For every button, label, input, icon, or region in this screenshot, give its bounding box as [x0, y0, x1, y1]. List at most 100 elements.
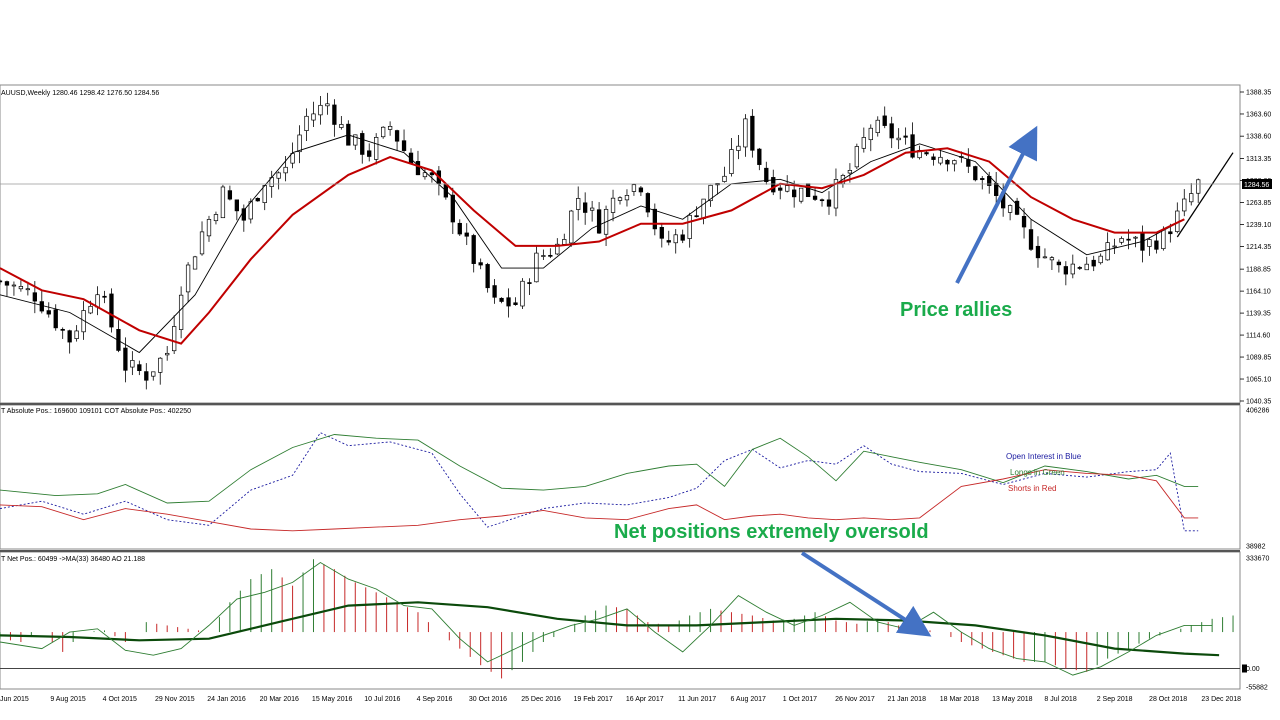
price-y-tick-label: 1065.10 — [1246, 377, 1271, 384]
candle-body — [1147, 239, 1152, 247]
x-tick-label: 1 Oct 2017 — [783, 696, 817, 703]
candle-body — [297, 134, 302, 153]
candle-body — [74, 330, 79, 339]
price-y-tick-label: 1338.60 — [1246, 134, 1271, 141]
candle-body — [1028, 229, 1034, 250]
candle-body — [401, 140, 407, 151]
candle-body — [764, 167, 769, 183]
candle-body — [234, 199, 240, 212]
candle-body — [172, 326, 177, 352]
candle-body — [1196, 179, 1201, 194]
x-tick-label: Jun 2015 — [0, 696, 29, 703]
candle-body — [534, 252, 539, 283]
candle-body — [332, 104, 337, 125]
candle-body — [624, 195, 630, 201]
candle-body — [812, 195, 818, 200]
candle-body — [387, 125, 393, 130]
candle-body — [1063, 266, 1068, 275]
candle-body — [952, 160, 957, 165]
candle-body — [1056, 261, 1062, 266]
candle-body — [429, 172, 435, 176]
x-tick-label: 25 Dec 2016 — [521, 696, 561, 703]
candle-body — [868, 127, 873, 141]
candle-body — [367, 150, 372, 157]
candle-body — [199, 231, 205, 255]
x-tick-label: 13 May 2018 — [992, 696, 1033, 703]
candle-body — [1168, 231, 1173, 235]
cot-net-lines — [0, 561, 1220, 676]
candle-body — [67, 330, 72, 343]
candle-body — [548, 254, 553, 257]
x-tick-label: 21 Jan 2018 — [887, 696, 926, 703]
candle-body — [1098, 255, 1103, 264]
candle-body — [318, 104, 323, 116]
candle-body — [1091, 259, 1096, 267]
candle-body — [241, 208, 246, 221]
candle-body — [192, 256, 198, 270]
candle-body — [673, 234, 678, 244]
candle-body — [708, 184, 713, 202]
x-tick-label: 23 Dec 2018 — [1201, 696, 1241, 703]
candle-body — [102, 295, 107, 298]
candle-body — [450, 194, 455, 223]
candle-body — [60, 328, 65, 331]
x-tick-label: 9 Aug 2015 — [50, 696, 86, 703]
candle-body — [973, 166, 978, 181]
candle-body — [457, 222, 462, 235]
x-tick-label: 6 Aug 2017 — [730, 696, 766, 703]
candle-body — [541, 255, 546, 257]
cot-absolute-lines — [0, 432, 1199, 532]
cot-net-header: T Net Pos.: 60499 ->MA(33) 36480 AO 21.1… — [1, 556, 145, 563]
price-moving-averages — [0, 134, 1234, 354]
candle-body — [743, 118, 748, 148]
candle-body — [213, 214, 219, 222]
candle-body — [736, 145, 741, 151]
candle-body — [353, 134, 358, 146]
candle-body — [833, 179, 839, 209]
candle-body — [1021, 216, 1027, 228]
candle-body — [394, 130, 400, 142]
candle-body — [227, 190, 233, 200]
candle-body — [471, 235, 476, 264]
current-price-box — [1242, 179, 1272, 189]
candle-body — [39, 301, 44, 312]
candle-body — [290, 153, 295, 164]
candle-body — [798, 187, 804, 202]
candle-body — [555, 243, 560, 255]
candle-body — [1161, 229, 1166, 250]
candle-body — [938, 156, 943, 164]
candle-body — [1189, 193, 1194, 203]
candle-body — [185, 264, 191, 293]
price-y-tick-label: 1388.35 — [1246, 90, 1271, 97]
candle-body — [492, 285, 497, 298]
candle-body — [25, 288, 31, 291]
x-tick-label: 28 Oct 2018 — [1149, 696, 1187, 703]
x-tick-label: 11 Jun 2017 — [678, 696, 716, 703]
candle-body — [1133, 236, 1138, 239]
candle-body — [931, 156, 936, 160]
candle-body — [109, 293, 114, 328]
candle-body — [4, 281, 10, 286]
candle-body — [18, 286, 24, 290]
x-tick-label: 29 Nov 2015 — [155, 696, 195, 703]
candle-body — [380, 126, 386, 138]
series-ma-33- — [0, 601, 1220, 657]
x-tick-label: 4 Sep 2016 — [417, 696, 453, 703]
candle-body — [1070, 263, 1075, 275]
cot-net-histogram — [0, 559, 1240, 679]
candle-body — [757, 148, 762, 165]
candle-body — [694, 215, 699, 218]
candle-body — [945, 159, 950, 165]
candle-body — [206, 219, 212, 237]
x-tick-label: 8 Jul 2018 — [1044, 696, 1076, 703]
price-y-tick-label: 1214.35 — [1246, 244, 1271, 251]
candle-body — [262, 185, 267, 203]
candle-body — [924, 152, 929, 155]
cot-abs-y-tick-label: 38982 — [1246, 544, 1266, 551]
cot-abs-y-tick-label: 406286 — [1246, 408, 1269, 415]
candle-body — [826, 199, 832, 207]
candle-body — [137, 364, 142, 371]
cot-net-y-tick-label: 333670 — [1246, 556, 1269, 563]
candle-body — [478, 262, 483, 266]
annotation-price-rallies: Price rallies — [900, 299, 1012, 321]
